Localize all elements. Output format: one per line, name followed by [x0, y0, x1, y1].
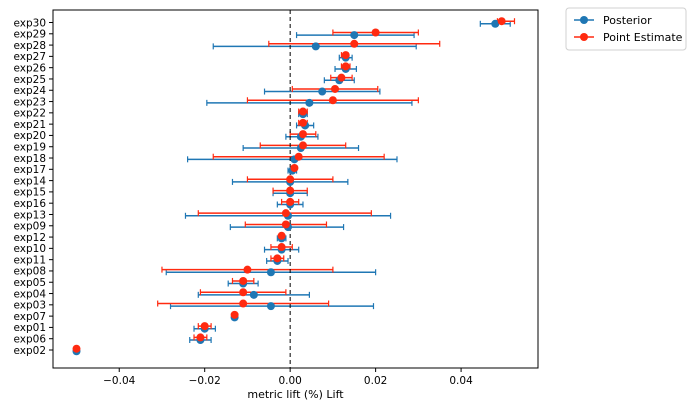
point-point-estimate-exp28: [350, 39, 359, 48]
point-posterior-exp03: [266, 302, 275, 311]
y-tick-label-exp13: exp13: [13, 209, 46, 221]
legend-label-posterior: Posterior: [603, 14, 652, 27]
y-tick-label-exp25: exp25: [13, 74, 46, 86]
point-posterior-exp24: [318, 87, 327, 96]
y-tick-label-exp23: exp23: [13, 96, 46, 108]
y-tick-label-exp10: exp10: [13, 243, 46, 255]
point-point-estimate-exp04: [239, 288, 248, 297]
point-point-estimate-exp06: [196, 333, 205, 342]
y-tick-label-exp21: exp21: [13, 119, 46, 131]
y-tick-label-exp17: exp17: [13, 164, 46, 176]
legend: Posterior Point Estimate: [565, 7, 687, 51]
plot-frame: [52, 9, 539, 369]
point-point-estimate-exp02: [72, 344, 81, 353]
y-tick-label-exp09: exp09: [13, 221, 46, 233]
point-point-estimate-exp05: [239, 276, 248, 285]
legend-box: [565, 7, 687, 51]
y-tick-label-exp04: exp04: [13, 288, 46, 300]
y-tick-label-exp05: exp05: [13, 277, 46, 289]
errorbar-layer: [75, 18, 516, 355]
tick-layer: exp30exp29exp28exp27exp26exp25exp24exp23…: [13, 17, 473, 387]
y-tick-label-exp03: exp03: [13, 300, 46, 312]
x-tick-label-0: −0.04: [103, 375, 135, 387]
x-tick-label-3: 0.02: [364, 375, 387, 387]
point-posterior-exp28: [311, 42, 320, 51]
point-point-estimate-exp30: [497, 17, 506, 26]
y-tick-label-exp24: exp24: [13, 85, 46, 97]
point-point-estimate-exp29: [371, 28, 380, 37]
point-point-estimate-exp08: [243, 265, 252, 274]
y-tick-label-exp06: exp06: [13, 334, 46, 346]
point-point-estimate-exp17: [290, 164, 299, 173]
point-point-estimate-exp20: [298, 130, 307, 139]
point-point-estimate-exp15: [286, 186, 295, 195]
point-point-estimate-exp23: [328, 96, 337, 105]
point-layer: [72, 17, 506, 356]
point-point-estimate-exp16: [286, 197, 295, 206]
y-tick-label-exp18: exp18: [13, 153, 46, 165]
point-point-estimate-exp07: [230, 310, 239, 319]
y-tick-label-exp12: exp12: [13, 232, 46, 244]
y-tick-label-exp07: exp07: [13, 311, 46, 323]
y-tick-label-exp27: exp27: [13, 51, 46, 63]
point-point-estimate-exp22: [298, 107, 307, 116]
point-posterior-exp23: [305, 98, 314, 107]
legend-label-point-estimate: Point Estimate: [603, 31, 683, 44]
point-point-estimate-exp26: [341, 62, 350, 71]
y-tick-label-exp29: exp29: [13, 29, 46, 41]
y-tick-label-exp11: exp11: [13, 254, 46, 266]
point-point-estimate-exp09: [281, 220, 290, 229]
y-tick-label-exp01: exp01: [13, 322, 46, 334]
point-point-estimate-exp18: [294, 152, 303, 161]
point-posterior-exp30: [491, 19, 500, 28]
y-tick-label-exp30: exp30: [13, 17, 46, 29]
point-point-estimate-exp01: [200, 322, 209, 331]
y-tick-label-exp08: exp08: [13, 266, 46, 278]
point-point-estimate-exp19: [298, 141, 307, 150]
y-tick-label-exp28: exp28: [13, 40, 46, 52]
x-tick-label-4: 0.04: [449, 375, 473, 387]
x-axis-label: metric lift (%) Lift: [247, 388, 344, 401]
point-point-estimate-exp12: [277, 231, 286, 240]
point-point-estimate-exp25: [337, 73, 346, 82]
y-tick-label-exp16: exp16: [13, 198, 46, 210]
y-tick-label-exp02: exp02: [13, 345, 46, 357]
x-tick-label-1: −0.02: [189, 375, 221, 387]
point-point-estimate-exp03: [239, 299, 248, 308]
y-tick-label-exp20: exp20: [13, 130, 46, 142]
y-tick-label-exp15: exp15: [13, 187, 46, 199]
x-tick-label-2: 0.00: [278, 375, 301, 387]
y-tick-label-exp19: exp19: [13, 142, 46, 154]
point-point-estimate-exp11: [273, 254, 282, 263]
point-point-estimate-exp10: [277, 243, 286, 252]
y-tick-label-exp26: exp26: [13, 62, 46, 74]
point-point-estimate-exp27: [341, 51, 350, 60]
y-tick-label-exp22: exp22: [13, 108, 46, 120]
y-tick-label-exp14: exp14: [13, 175, 46, 187]
point-point-estimate-exp21: [298, 118, 307, 127]
point-posterior-exp04: [249, 290, 258, 299]
point-point-estimate-exp14: [286, 175, 295, 184]
point-point-estimate-exp24: [331, 84, 340, 93]
point-posterior-exp29: [350, 31, 359, 40]
point-posterior-exp08: [266, 268, 275, 277]
point-point-estimate-exp13: [281, 209, 290, 218]
